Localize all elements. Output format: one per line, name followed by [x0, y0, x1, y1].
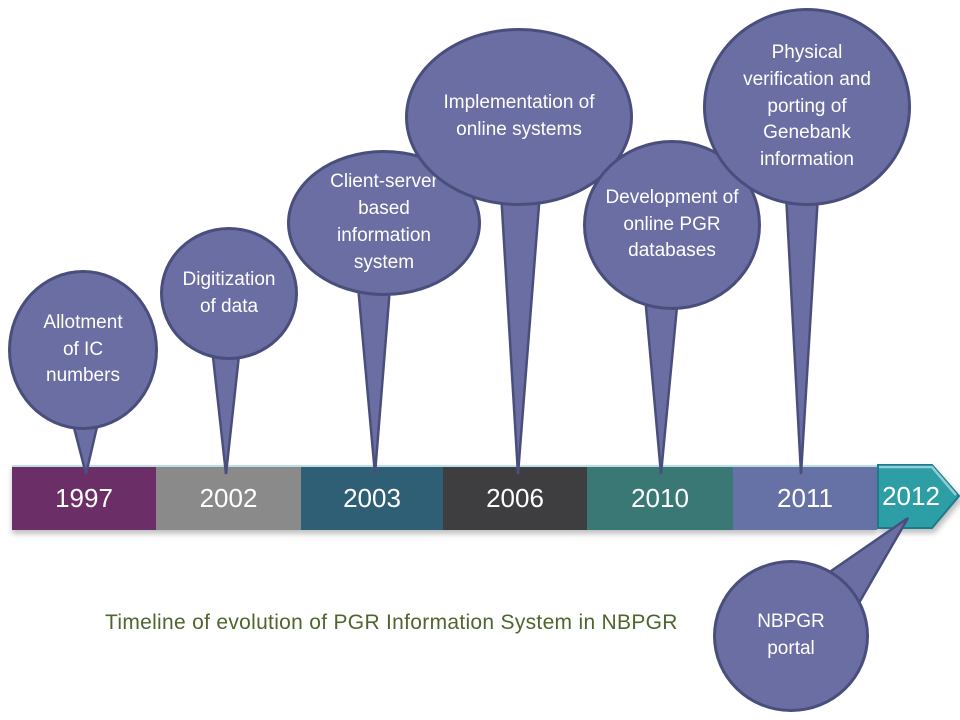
year-label: 2010 — [631, 483, 689, 513]
balloon-nbpgr-portal: NBPGR portal — [713, 560, 869, 712]
balloon-development-online-pgr-databases: Development of online PGR databases — [583, 140, 761, 310]
tail-digitization — [210, 344, 242, 475]
balloon-allotment-of-ic-numbers: Allotment of IC numbers — [8, 270, 158, 430]
timeline-segment-2003: 2003 — [301, 467, 443, 530]
slide-caption: Timeline of evolution of PGR Information… — [105, 611, 678, 634]
balloon-client-server-system: Client-server based information system — [287, 150, 481, 296]
tail-clientserver — [356, 284, 392, 475]
tail-development — [643, 294, 680, 475]
timeline-bar: 1997 2002 2003 2006 2010 2011 — [12, 465, 877, 530]
balloon-label: NBPGR portal — [757, 611, 825, 659]
balloon-label: Client-server based information system — [330, 171, 438, 273]
balloon-physical-verification-genebank: Physical verification and porting of Gen… — [703, 8, 911, 206]
timeline-segment-2006: 2006 — [443, 467, 587, 530]
timeline-segment-2012-arrow: 2012 — [877, 464, 960, 529]
year-label: 1997 — [55, 483, 113, 513]
balloon-label: Development of online PGR databases — [605, 186, 739, 262]
year-label: 2006 — [486, 483, 544, 513]
balloon-implementation-online-systems: Implementation of online systems — [405, 28, 633, 206]
tail-physical — [784, 192, 820, 475]
timeline-segment-2002: 2002 — [156, 467, 301, 530]
balloon-label: Digitization of data — [182, 268, 276, 317]
timeline-segment-2011: 2011 — [733, 467, 877, 530]
balloon-digitization-of-data: Digitization of data — [160, 227, 298, 360]
year-label: 2002 — [199, 483, 258, 513]
year-label: 2003 — [343, 483, 401, 513]
year-label: 2012 — [882, 481, 940, 511]
year-label: 2011 — [777, 483, 833, 513]
timeline-segment-2010: 2010 — [587, 467, 733, 530]
balloon-label: Allotment of IC numbers — [43, 311, 123, 387]
balloon-label: Implementation of online systems — [443, 92, 595, 140]
balloon-label: Physical verification and porting of Gen… — [743, 41, 871, 171]
tail-implementation — [499, 190, 542, 475]
arrow-top-highlight — [879, 465, 957, 496]
timeline-segment-1997: 1997 — [12, 467, 156, 530]
